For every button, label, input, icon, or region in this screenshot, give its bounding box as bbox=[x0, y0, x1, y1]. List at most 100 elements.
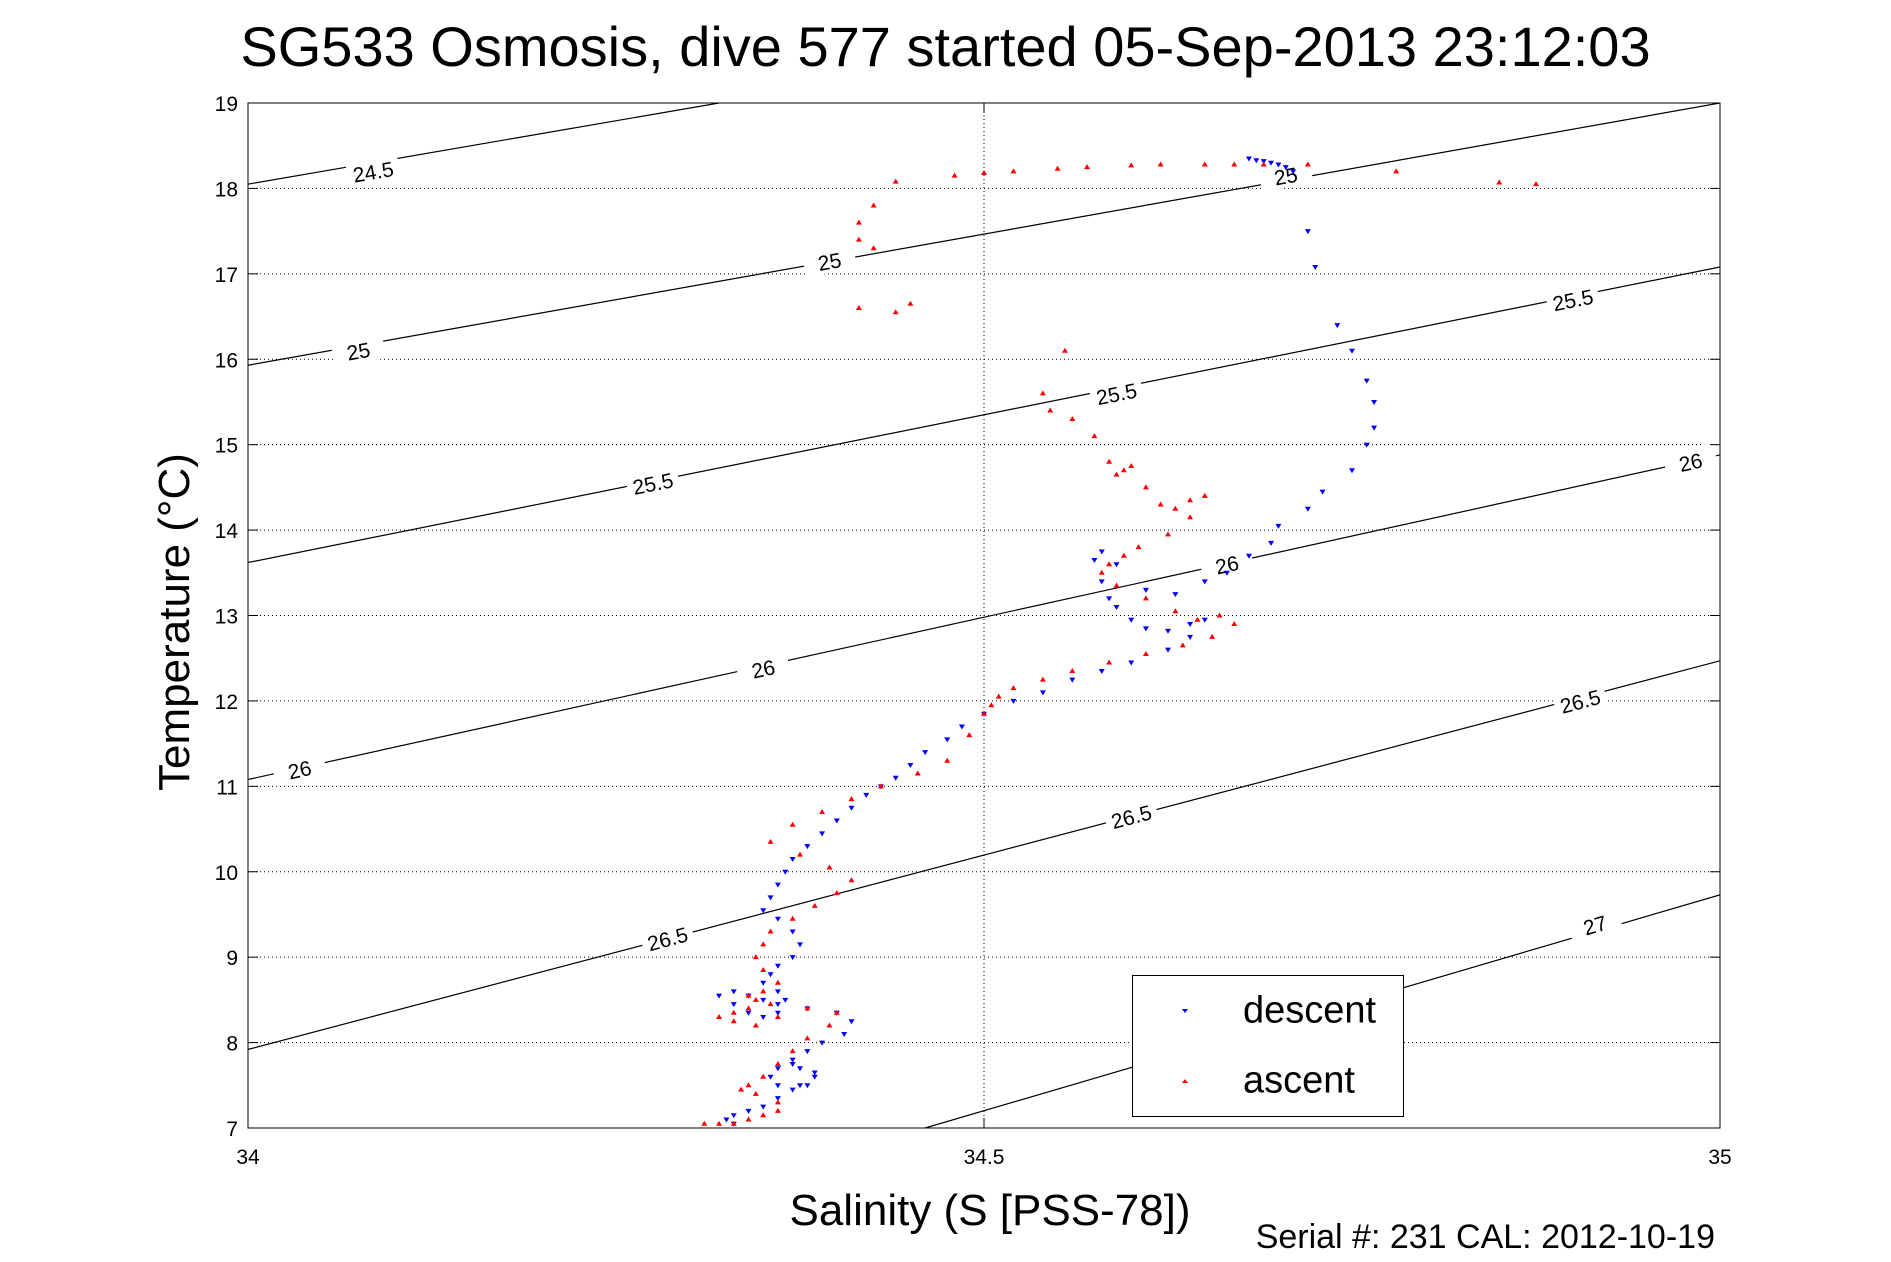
isopycnal-line bbox=[248, 103, 1720, 366]
descent-point bbox=[789, 929, 796, 935]
descent-point bbox=[760, 980, 767, 986]
legend-label-descent: descent bbox=[1243, 989, 1377, 1032]
ascent-point bbox=[1157, 501, 1164, 507]
ascent-point bbox=[789, 1048, 796, 1054]
ascent-point bbox=[701, 1120, 708, 1126]
descent-point bbox=[774, 1096, 781, 1102]
descent-point bbox=[789, 1061, 796, 1067]
isopycnal-label: 25 bbox=[1257, 157, 1314, 192]
ascent-point bbox=[1142, 595, 1149, 601]
ascent-point bbox=[752, 954, 759, 960]
ascent-point bbox=[1106, 659, 1113, 665]
descent-point bbox=[1098, 549, 1105, 555]
serial-cal-footer: Serial #: 231 CAL: 2012-10-19 bbox=[1255, 1218, 1715, 1256]
descent-point bbox=[1128, 617, 1135, 623]
descent-point bbox=[774, 1010, 781, 1016]
ascent-point bbox=[914, 770, 921, 776]
x-tick-label: 35 bbox=[1708, 1146, 1731, 1169]
descent-point bbox=[730, 1002, 737, 1008]
ascent-point bbox=[951, 172, 958, 178]
ascent-point bbox=[855, 219, 862, 225]
y-tick-label: 16 bbox=[215, 349, 238, 372]
isopycnal-label-text: 25 bbox=[816, 249, 843, 276]
isopycnal-label-bg bbox=[624, 464, 681, 500]
descent-point bbox=[1268, 160, 1275, 166]
ascent-point bbox=[1047, 407, 1054, 413]
ascent-point bbox=[774, 1060, 781, 1066]
descent-point bbox=[774, 1083, 781, 1089]
isopycnal-label-text: 26 bbox=[1677, 449, 1705, 476]
ascent-point bbox=[966, 732, 973, 738]
ascent-point bbox=[738, 1086, 745, 1092]
ascent-point bbox=[760, 1073, 767, 1079]
ascent-point bbox=[892, 178, 899, 184]
x-axis-label: Salinity (S [PSS-78]) bbox=[789, 1186, 1191, 1235]
isopycnal-label: 25.5 bbox=[1088, 374, 1145, 411]
ascent-point bbox=[752, 996, 759, 1002]
ascent-point bbox=[855, 236, 862, 242]
ascent-point bbox=[1231, 161, 1238, 167]
descent-point bbox=[1091, 557, 1098, 563]
isopycnal-label: 26 bbox=[1662, 442, 1719, 480]
descent-point bbox=[789, 955, 796, 961]
series-ascent bbox=[701, 161, 1539, 1126]
descent-point bbox=[1098, 669, 1105, 675]
data-series bbox=[701, 156, 1539, 1127]
descent-point bbox=[789, 1087, 796, 1093]
isopycnal-label: 25 bbox=[330, 332, 387, 368]
descent-point bbox=[811, 1074, 818, 1080]
ascent-point bbox=[760, 966, 767, 972]
descent-point bbox=[730, 989, 737, 995]
isopycnal-label-bg bbox=[330, 332, 387, 368]
descent-point bbox=[892, 775, 899, 781]
descent-point bbox=[774, 1066, 781, 1072]
ascent-point bbox=[730, 1018, 737, 1024]
descent-point bbox=[723, 1117, 730, 1123]
ascent-point bbox=[774, 1099, 781, 1105]
descent-point bbox=[767, 972, 774, 978]
legend: descent ascent bbox=[1132, 975, 1404, 1117]
descent-point bbox=[1275, 162, 1282, 168]
ascent-point bbox=[892, 309, 899, 315]
descent-point bbox=[782, 869, 789, 875]
descent-point bbox=[767, 895, 774, 901]
descent-point bbox=[1010, 698, 1017, 704]
descent-point bbox=[1223, 570, 1230, 576]
ascent-point bbox=[1106, 561, 1113, 567]
ascent-point bbox=[1106, 458, 1113, 464]
descent-point bbox=[1363, 378, 1370, 384]
descent-point bbox=[1371, 399, 1378, 405]
ascent-point bbox=[1135, 544, 1142, 550]
descent-point bbox=[804, 844, 811, 850]
descent-point bbox=[745, 1108, 752, 1114]
y-tick-label: 8 bbox=[226, 1033, 238, 1056]
descent-point bbox=[848, 1019, 855, 1025]
ascent-point bbox=[1069, 416, 1076, 422]
descent-point bbox=[1142, 626, 1149, 632]
ascent-point bbox=[877, 783, 884, 789]
descent-point bbox=[1290, 169, 1297, 175]
isopycnal-line bbox=[248, 103, 720, 185]
descent-point bbox=[774, 989, 781, 995]
ascent-point bbox=[804, 1005, 811, 1011]
isopycnal-label-bg bbox=[801, 242, 858, 278]
legend-label-ascent: ascent bbox=[1243, 1059, 1355, 1102]
ascent-point bbox=[760, 941, 767, 947]
descent-point bbox=[789, 856, 796, 862]
y-tick-label: 14 bbox=[215, 520, 239, 543]
ascent-point bbox=[1010, 168, 1017, 174]
descent-point bbox=[1201, 617, 1208, 623]
descent-point bbox=[797, 1083, 803, 1089]
descent-point bbox=[1334, 323, 1341, 329]
isopycnal-label-bg bbox=[1198, 544, 1255, 582]
y-tick-label: 10 bbox=[215, 862, 238, 885]
isopycnal-label-bg bbox=[1544, 280, 1601, 317]
ascent-point bbox=[745, 1005, 752, 1011]
ascent-point bbox=[811, 902, 818, 908]
descent-point bbox=[789, 1057, 796, 1063]
ascent-point bbox=[1120, 467, 1127, 473]
ascent-point bbox=[1039, 390, 1046, 396]
descent-point bbox=[1172, 592, 1179, 598]
ascent-point bbox=[767, 928, 774, 934]
